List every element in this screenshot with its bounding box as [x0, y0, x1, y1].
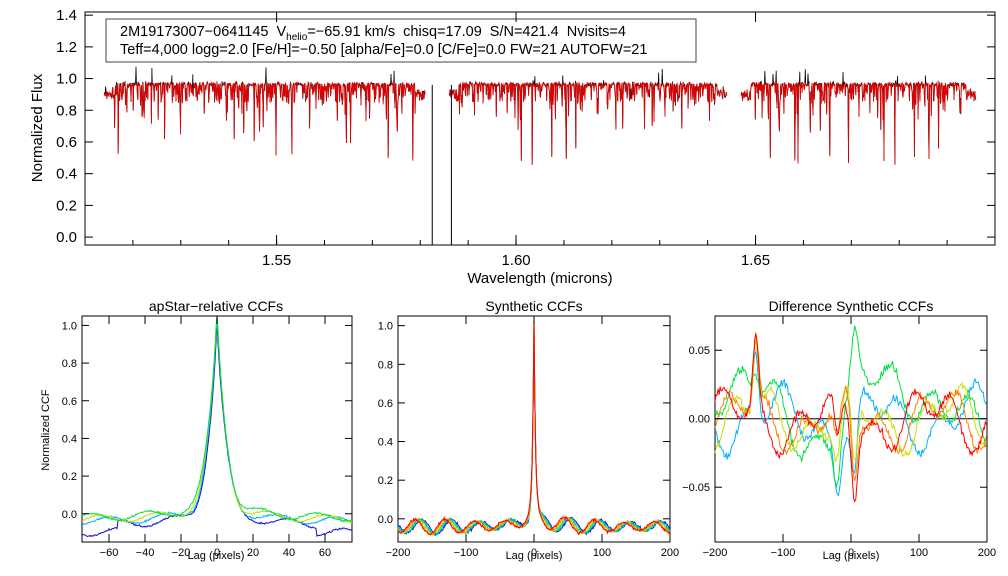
spectrum-ylabel: Normalized Flux [29, 73, 46, 182]
ccf-series [82, 315, 353, 526]
observed-spectrum [103, 66, 426, 159]
nvisits: Nvisits=4 [567, 24, 626, 40]
observed-spectrum [740, 69, 977, 165]
model-spectrum [103, 80, 426, 161]
y-tick-label: 0.0 [62, 509, 77, 521]
x-tick-label: 100 [910, 547, 928, 559]
y-tick-label: 0.0 [378, 514, 393, 526]
x-tick-label: −100 [454, 547, 479, 559]
ccf2-ticks: 0.0 0.2 0.4 0.6 0.8 1.0 −200 −100 0 100 200 [378, 316, 679, 559]
spectrum-x-ticks: 1.55 1.60 1.65 [132, 12, 948, 269]
info-line-1: 2M19173007−0641145 Vhelio=−65.91 km/s chis… [120, 24, 626, 43]
y-tick-label: −0.05 [682, 482, 710, 494]
y-tick-label: 1.0 [56, 71, 77, 88]
ccf-series [81, 315, 353, 524]
ccf1-frame [81, 315, 353, 543]
ccf-series [714, 340, 987, 463]
y-tick-label: 0.6 [62, 396, 77, 408]
ccf2-traces [397, 317, 671, 537]
x-tick-label: 1.55 [262, 252, 291, 269]
x-tick-label: −60 [100, 547, 119, 559]
x-tick-label: 40 [283, 547, 295, 559]
x-tick-label: −200 [703, 547, 728, 559]
y-tick-label: 0.6 [378, 398, 393, 410]
ccf2-title: Synthetic CCFs [485, 298, 582, 314]
x-tick-label: −40 [136, 547, 155, 559]
y-tick-label: 1.0 [62, 320, 77, 332]
y-tick-label: 0.2 [378, 475, 393, 487]
ccf-panel-synthetic: Synthetic CCFs 0.0 0.2 0.4 0.6 0.8 1.0 −200 −10… [378, 298, 679, 562]
x-tick-label: 20 [247, 547, 259, 559]
x-tick-label: 0 [214, 547, 220, 559]
x-tick-label: 0 [531, 547, 537, 559]
y-tick-label: 0.2 [62, 471, 77, 483]
y-tick-label: 0.4 [62, 433, 77, 445]
spectrum-xlabel: Wavelength (microns) [467, 270, 612, 287]
model-spectrum [740, 80, 977, 165]
ccf-series [81, 321, 353, 538]
ccf3-title: Difference Synthetic CCFs [769, 298, 934, 314]
model-spectrum [448, 80, 728, 165]
x-tick-label: −200 [386, 547, 411, 559]
y-tick-label: 0.8 [56, 102, 77, 119]
ccf-series [397, 317, 671, 536]
y-tick-label: 0.8 [378, 359, 393, 371]
vhelio-value: =−65.91 km/s [307, 24, 395, 40]
y-tick-label: 0.8 [62, 358, 77, 370]
snr: S/N=421.4 [490, 24, 559, 40]
ccf3-xlabel: Lag (pixels) [823, 550, 880, 562]
y-tick-label: 0.00 [689, 414, 710, 426]
y-tick-label: 0.4 [56, 166, 77, 183]
x-tick-label: −20 [172, 547, 191, 559]
ccf1-title: apStar−relative CCFs [149, 298, 283, 314]
y-tick-label: 1.4 [56, 7, 77, 24]
info-box [105, 18, 697, 63]
y-tick-label: 0.4 [378, 437, 393, 449]
ccf-panel-difference: Difference Synthetic CCFs −0.050.000.05−… [682, 298, 996, 562]
ccf1-ylabel: Normalized CCF [40, 389, 52, 471]
ccf-series [714, 332, 987, 482]
ccf1-traces [81, 315, 353, 538]
x-tick-label: 60 [319, 547, 331, 559]
chisq: chisq=17.09 [403, 24, 482, 40]
ccf-series [81, 315, 353, 523]
ccf3-traces [714, 325, 987, 503]
y-tick-label: 1.2 [56, 39, 77, 56]
ccf3-ticks: −0.05 0.00 0.05 −200 −100 0 100 200 [682, 316, 996, 559]
ccf1-xlabel: Lag (pixels) [188, 550, 245, 562]
spectrum-frame [84, 11, 996, 246]
ccf-series [714, 333, 987, 503]
spectrum-traces [103, 66, 977, 245]
x-tick-label: 1.60 [501, 252, 530, 269]
ccf1-ticks: 0.0 0.2 0.4 0.6 0.8 1.0 −60 −40 −20 0 20 40 60 [62, 316, 352, 559]
x-tick-label: 100 [593, 547, 611, 559]
model-params: Teff=4,000 logg=2.0 [Fe/H]=−0.50 [alpha/… [120, 42, 647, 58]
y-tick-label: 0.05 [689, 345, 710, 357]
x-tick-label: 200 [661, 547, 679, 559]
x-tick-label: 1.65 [741, 252, 770, 269]
y-tick-label: 0.2 [56, 197, 77, 214]
y-tick-label: 0.0 [56, 229, 77, 246]
ccf2-xlabel: Lag (pixels) [506, 550, 563, 562]
x-tick-label: −100 [771, 547, 796, 559]
x-tick-label: 0 [848, 547, 854, 559]
ccf-panel-apstar: apStar−relative CCFs 0.0 0.2 0.4 0.6 0.8 1.0 −… [40, 298, 353, 562]
spectrum-y-ticks: 0.0 0.2 0.4 0.6 0.8 1.0 1.2 1.4 [56, 7, 995, 246]
y-tick-label: 1.0 [378, 321, 393, 333]
vhelio-label: V [277, 24, 287, 40]
vhelio-sub: helio [286, 32, 308, 43]
star-id: 2M19173007−0641145 [120, 24, 269, 40]
x-tick-label: 200 [978, 547, 996, 559]
y-tick-label: 0.6 [56, 134, 77, 151]
spectrum-panel: 2M19173007−0641145 Vhelio=−65.91 km/s chis… [29, 7, 996, 287]
